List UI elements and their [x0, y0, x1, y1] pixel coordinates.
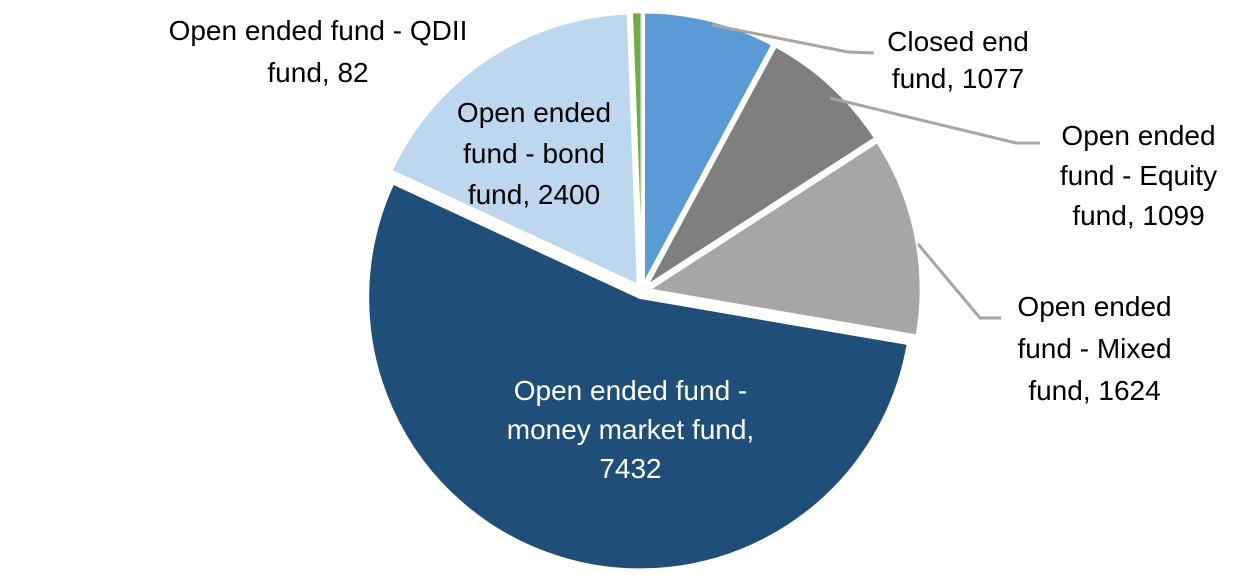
leader-line-equity-fund — [829, 96, 1040, 145]
label-line: fund, 1077 — [891, 63, 1025, 94]
slice-label-mixed-fund: Open ended fund - Mixed fund, 1624 — [1002, 286, 1187, 412]
pie-slice-equity-fund — [645, 45, 877, 288]
slice-label-equity-fund: Open ended fund - Equity fund, 1099 — [1046, 116, 1231, 236]
pie-slice-closed-end-fund — [642, 10, 774, 286]
label-line: 7432 — [599, 453, 662, 484]
label-line: Open ended — [456, 97, 612, 128]
label-line: Closed end — [887, 26, 1029, 57]
label-line: Open ended — [1017, 291, 1172, 322]
leader-line-closed-end-fund — [711, 23, 875, 55]
label-line: fund, 82 — [267, 57, 369, 88]
pie-slice-mixed-fund — [647, 140, 923, 337]
label-line: fund - Equity — [1059, 160, 1218, 191]
pie-slice-qdii-fund — [630, 10, 644, 286]
label-line: money market fund, — [506, 414, 755, 445]
label-line: fund, 2400 — [467, 179, 601, 210]
label-line: fund - Mixed — [1017, 333, 1172, 364]
label-line: fund - bond — [463, 138, 605, 169]
label-line: fund, 1624 — [1028, 375, 1161, 406]
label-line: fund, 1099 — [1072, 200, 1205, 231]
slice-label-closed-end-fund: Closed end fund, 1077 — [874, 23, 1042, 97]
slice-label-qdii-fund: Open ended fund - QDII fund, 82 — [168, 10, 468, 94]
label-line: Open ended — [1061, 120, 1216, 151]
pie-slice-bond-fund — [390, 12, 640, 287]
slice-label-bond-fund: Open ended fund - bond fund, 2400 — [424, 92, 644, 215]
pie-slice-money-market-fund — [366, 182, 910, 571]
label-line: Open ended fund - QDII — [168, 15, 468, 46]
leader-line-mixed-fund — [916, 243, 1001, 320]
slice-label-money-market-fund: Open ended fund - money market fund, 743… — [488, 371, 773, 488]
label-line: Open ended fund - — [513, 375, 748, 406]
